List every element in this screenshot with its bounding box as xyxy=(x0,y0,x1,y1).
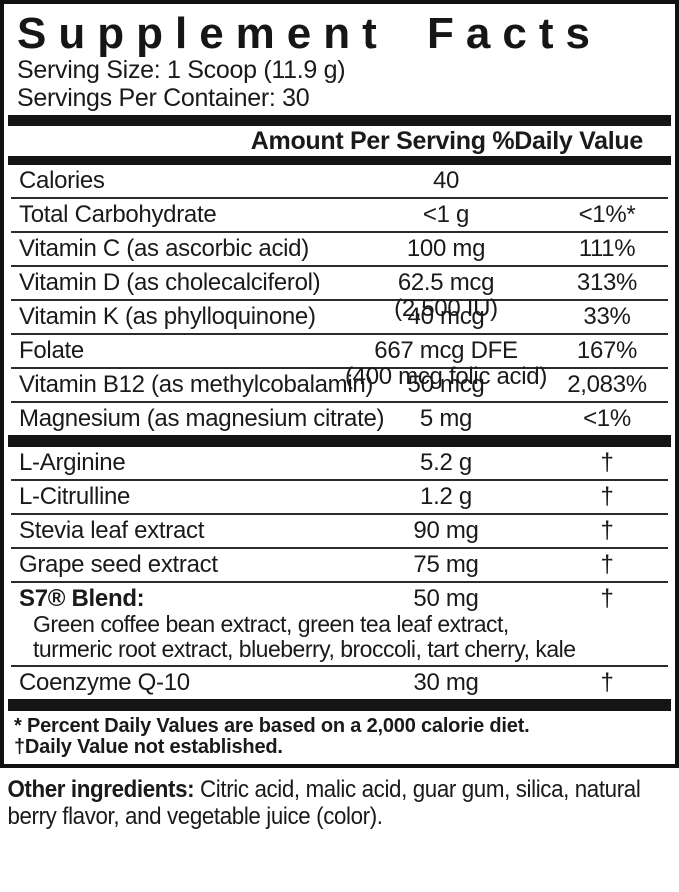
daily-value-dagger: † xyxy=(600,585,614,612)
nutrient-name: Vitamin B12 (as methylcobalamin) xyxy=(19,371,374,398)
nutrient-name: Grape seed extract xyxy=(19,551,218,578)
label-header: Supplement Facts Serving Size: 1 Scoop (… xyxy=(4,4,675,115)
page-title: Supplement Facts xyxy=(17,9,602,58)
nutrient-name: Magnesium (as magnesium citrate) xyxy=(19,405,385,432)
other-ingredients: Other ingredients: Citric acid, malic ac… xyxy=(0,768,640,830)
table-row-coenzyme-q10: Coenzyme Q-10 30 mg † xyxy=(11,667,668,699)
blend-ingredients-line: Green coffee bean extract, green tea lea… xyxy=(33,611,509,637)
divider-bar-thick xyxy=(8,435,671,447)
nutrient-name: Calories xyxy=(19,167,105,194)
supplement-facts-panel: Supplement Facts Serving Size: 1 Scoop (… xyxy=(0,0,679,768)
nutrient-amount: 75 mg xyxy=(413,551,479,578)
table-row-vitamin-b12: Vitamin B12 (as methylcobalamin) 50 mcg … xyxy=(11,369,668,403)
table-row-l-citrulline: L-Citrulline 1.2 g † xyxy=(11,481,668,515)
nutrient-amount: 5.2 g xyxy=(420,449,472,476)
footnote-asterisk: * Percent Daily Values are based on a 2,… xyxy=(14,715,530,737)
nutrient-amount: 90 mg xyxy=(413,517,479,544)
other-ingredients-label: Other ingredients: xyxy=(7,776,195,803)
nutrient-amount: 62.5 mcg (2,500 IU) xyxy=(394,269,498,322)
table-row-vitamin-k: Vitamin K (as phylloquinone) 40 mcg 33% xyxy=(11,301,668,335)
nutrient-name: L-Citrulline xyxy=(19,483,131,510)
table-row-folate: Folate 667 mcg DFE (400 mcg folic acid) 1… xyxy=(11,335,668,390)
nutrient-amount: 50 mcg xyxy=(407,371,485,398)
table-row-total-carbohydrate: Total Carbohydrate <1 g <1%* xyxy=(11,199,668,233)
nutrient-name: Stevia leaf extract xyxy=(19,517,205,544)
column-header: Amount Per Serving %Daily Value xyxy=(250,127,644,155)
daily-value-dagger: † xyxy=(600,669,614,696)
daily-value-dagger: † xyxy=(600,551,614,578)
daily-value: <1%* xyxy=(578,201,636,228)
daily-value-dagger: † xyxy=(600,449,614,476)
footnote-dagger: †Daily Value not established. xyxy=(14,736,283,758)
daily-value: <1% xyxy=(583,405,631,432)
other-ingredients-line2: berry flavor, and vegetable juice (color… xyxy=(7,803,383,830)
table-row-vitamin-c: Vitamin C (as ascorbic acid) 100 mg 111% xyxy=(11,233,668,267)
daily-value: 2,083% xyxy=(567,371,647,398)
blend-name: S7® Blend: xyxy=(19,585,145,612)
divider-bar-thick xyxy=(8,699,671,711)
footnotes: * Percent Daily Values are based on a 2,… xyxy=(4,711,675,762)
nutrient-amount: 40 mcg xyxy=(407,303,485,330)
divider-bar-medium xyxy=(8,156,671,165)
table-row-vitamin-d: Vitamin D (as cholecalciferol) 62.5 mcg(… xyxy=(11,267,668,322)
table-row-magnesium: Magnesium (as magnesium citrate) 5 mg <1… xyxy=(11,403,668,435)
table-row-stevia-leaf-extract: Stevia leaf extract 90 mg † xyxy=(11,515,668,549)
nutrient-amount: 5 mg xyxy=(419,405,473,432)
servings-per-container: Servings Per Container: 30 xyxy=(17,84,310,112)
table-row-l-arginine: L-Arginine 5.2 g † xyxy=(11,447,668,481)
nutrient-name: Coenzyme Q-10 xyxy=(19,669,190,696)
daily-value: 167% xyxy=(576,337,638,364)
nutrient-name: Vitamin D (as cholecalciferol) xyxy=(19,269,321,296)
nutrient-amount: <1 g xyxy=(422,201,470,228)
daily-value-dagger: † xyxy=(600,517,614,544)
nutrient-amount: 100 mg xyxy=(406,235,486,262)
nutrient-amount: 50 mg xyxy=(413,585,479,612)
daily-value-dagger: † xyxy=(600,483,614,510)
divider-bar-thick xyxy=(8,115,671,126)
nutrient-amount: 40 xyxy=(432,167,460,194)
nutrient-name: L-Arginine xyxy=(19,449,126,476)
nutrient-name: Vitamin C (as ascorbic acid) xyxy=(19,235,309,262)
nutrient-name: Vitamin K (as phylloquinone) xyxy=(19,303,316,330)
nutrient-name: Folate xyxy=(19,337,84,364)
blend-ingredients-line: turmeric root extract, blueberry, brocco… xyxy=(33,636,576,662)
daily-value: 33% xyxy=(583,303,631,330)
serving-size: Serving Size: 1 Scoop (11.9 g) xyxy=(17,56,346,84)
nutrient-amount: 30 mg xyxy=(413,669,479,696)
table-row-grape-seed-extract: Grape seed extract 75 mg † xyxy=(11,549,668,583)
nutrient-amount: 1.2 g xyxy=(420,483,472,510)
table-row-calories: Calories 40 xyxy=(11,165,668,199)
other-ingredients-line1: Citric acid, malic acid, guar gum, silic… xyxy=(194,776,641,803)
nutrient-name: Total Carbohydrate xyxy=(19,201,217,228)
table-row-s7-blend: S7® Blend: Green coffee bean extract, gr… xyxy=(11,583,668,667)
nutrient-amount: 667 mcg DFE (400 mcg folic acid) xyxy=(344,337,548,390)
daily-value: 111% xyxy=(578,235,636,262)
daily-value: 313% xyxy=(576,269,638,296)
